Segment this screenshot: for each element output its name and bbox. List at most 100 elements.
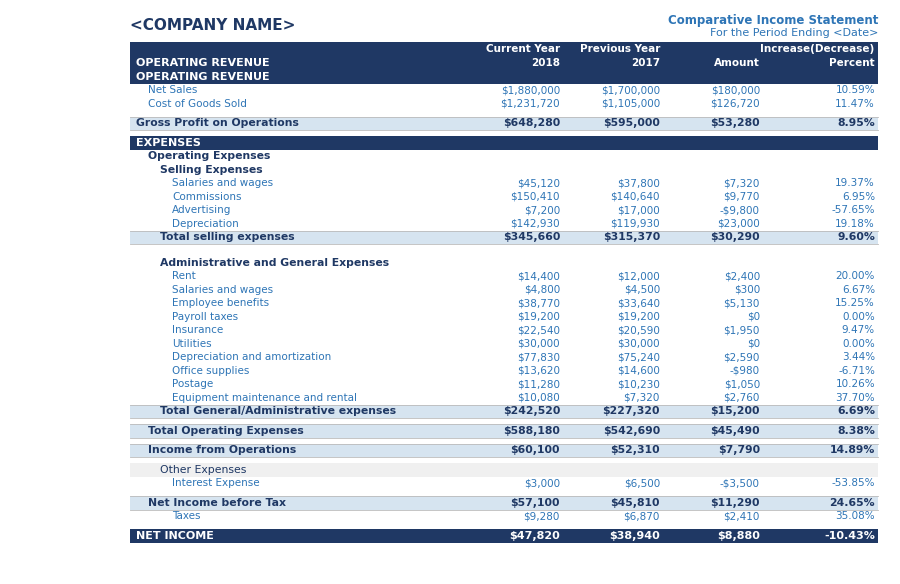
Text: $23,000: $23,000 <box>717 219 760 229</box>
Text: $2,590: $2,590 <box>724 352 760 362</box>
Bar <box>130 150 878 163</box>
Text: -10.43%: -10.43% <box>824 531 875 541</box>
Bar <box>130 350 878 364</box>
Text: $7,320: $7,320 <box>624 393 660 403</box>
Text: Percent: Percent <box>830 58 875 68</box>
Text: -6.71%: -6.71% <box>838 366 875 376</box>
Text: Employee benefits: Employee benefits <box>172 298 269 308</box>
Text: Taxes: Taxes <box>172 511 201 522</box>
Text: Cost of Goods Sold: Cost of Goods Sold <box>148 99 247 109</box>
Text: $60,100: $60,100 <box>510 445 560 456</box>
Text: Income from Operations: Income from Operations <box>148 445 296 456</box>
Text: Total Operating Expenses: Total Operating Expenses <box>148 426 304 436</box>
Text: $1,231,720: $1,231,720 <box>500 99 560 109</box>
Text: $37,800: $37,800 <box>617 178 660 188</box>
Text: Interest Expense: Interest Expense <box>172 478 259 488</box>
Text: 19.37%: 19.37% <box>835 178 875 188</box>
Bar <box>130 116 878 130</box>
Text: $1,050: $1,050 <box>724 379 760 390</box>
Text: $17,000: $17,000 <box>617 205 660 215</box>
Bar <box>130 297 878 310</box>
Text: $140,640: $140,640 <box>610 192 660 201</box>
Text: $30,290: $30,290 <box>710 232 760 242</box>
Text: $20,590: $20,590 <box>617 325 660 335</box>
Text: $7,790: $7,790 <box>718 445 760 456</box>
Text: Selling Expenses: Selling Expenses <box>160 165 263 175</box>
Text: For the Period Ending <Date>: For the Period Ending <Date> <box>709 28 878 38</box>
Text: $542,690: $542,690 <box>603 426 660 436</box>
Text: $180,000: $180,000 <box>711 85 760 95</box>
Text: 0.00%: 0.00% <box>842 312 875 322</box>
Text: 0.00%: 0.00% <box>842 339 875 349</box>
Text: $648,280: $648,280 <box>503 118 560 128</box>
Text: OPERATING REVENUE: OPERATING REVENUE <box>136 72 270 82</box>
Text: $588,180: $588,180 <box>503 426 560 436</box>
Text: $47,820: $47,820 <box>509 531 560 541</box>
Text: 20.00%: 20.00% <box>835 271 875 281</box>
Text: 10.26%: 10.26% <box>835 379 875 390</box>
Bar <box>130 463 878 477</box>
Text: -53.85%: -53.85% <box>832 478 875 488</box>
Text: $126,720: $126,720 <box>710 99 760 109</box>
Text: Previous Year: Previous Year <box>580 44 660 54</box>
Text: $22,540: $22,540 <box>517 325 560 335</box>
Text: 11.47%: 11.47% <box>835 99 875 109</box>
Text: Increase(Decrease): Increase(Decrease) <box>760 44 875 54</box>
Text: 2017: 2017 <box>631 58 660 68</box>
Text: $9,770: $9,770 <box>724 192 760 201</box>
Text: $2,760: $2,760 <box>724 393 760 403</box>
Bar <box>130 176 878 190</box>
Text: $150,410: $150,410 <box>510 192 560 201</box>
Bar <box>130 324 878 337</box>
Bar <box>130 391 878 405</box>
Text: $6,500: $6,500 <box>624 478 660 488</box>
Bar <box>130 136 878 150</box>
Text: $119,930: $119,930 <box>610 219 660 229</box>
Text: <COMPANY NAME>: <COMPANY NAME> <box>130 18 295 33</box>
Bar <box>130 337 878 350</box>
Text: $1,950: $1,950 <box>724 325 760 335</box>
Text: Net Income before Tax: Net Income before Tax <box>148 498 286 507</box>
Text: $45,810: $45,810 <box>610 498 660 507</box>
Text: $2,400: $2,400 <box>724 271 760 281</box>
Bar <box>130 70 878 84</box>
Text: $19,200: $19,200 <box>617 312 660 322</box>
Text: $4,500: $4,500 <box>624 285 660 295</box>
Text: $38,940: $38,940 <box>609 531 660 541</box>
Bar <box>130 269 878 283</box>
Bar <box>130 217 878 231</box>
Text: Current Year: Current Year <box>486 44 560 54</box>
Text: Total General/Administrative expenses: Total General/Administrative expenses <box>160 406 396 416</box>
Text: Salaries and wages: Salaries and wages <box>172 285 273 295</box>
Text: $45,490: $45,490 <box>710 426 760 436</box>
Text: $45,120: $45,120 <box>517 178 560 188</box>
Text: $19,200: $19,200 <box>518 312 560 322</box>
Text: $75,240: $75,240 <box>617 352 660 362</box>
Text: $6,870: $6,870 <box>624 511 660 522</box>
Text: $15,200: $15,200 <box>710 406 760 416</box>
Text: Amount: Amount <box>714 58 760 68</box>
Text: 6.67%: 6.67% <box>842 285 875 295</box>
Text: 35.08%: 35.08% <box>835 511 875 522</box>
Text: $242,520: $242,520 <box>502 406 560 416</box>
Text: Utilities: Utilities <box>172 339 212 349</box>
Text: $300: $300 <box>734 285 760 295</box>
Text: 24.65%: 24.65% <box>830 498 875 507</box>
Bar <box>130 97 878 110</box>
Text: 15.25%: 15.25% <box>835 298 875 308</box>
Text: Office supplies: Office supplies <box>172 366 249 376</box>
Text: $14,400: $14,400 <box>518 271 560 281</box>
Bar <box>130 84 878 97</box>
Text: 3.44%: 3.44% <box>842 352 875 362</box>
Bar <box>130 310 878 324</box>
Text: $1,880,000: $1,880,000 <box>500 85 560 95</box>
Bar <box>130 203 878 217</box>
Bar <box>130 509 878 523</box>
Bar <box>130 529 878 543</box>
Text: 2018: 2018 <box>531 58 560 68</box>
Text: $595,000: $595,000 <box>603 118 660 128</box>
Bar <box>130 377 878 391</box>
Text: -$980: -$980 <box>730 366 760 376</box>
Text: Commissions: Commissions <box>172 192 241 201</box>
Text: 19.18%: 19.18% <box>835 219 875 229</box>
